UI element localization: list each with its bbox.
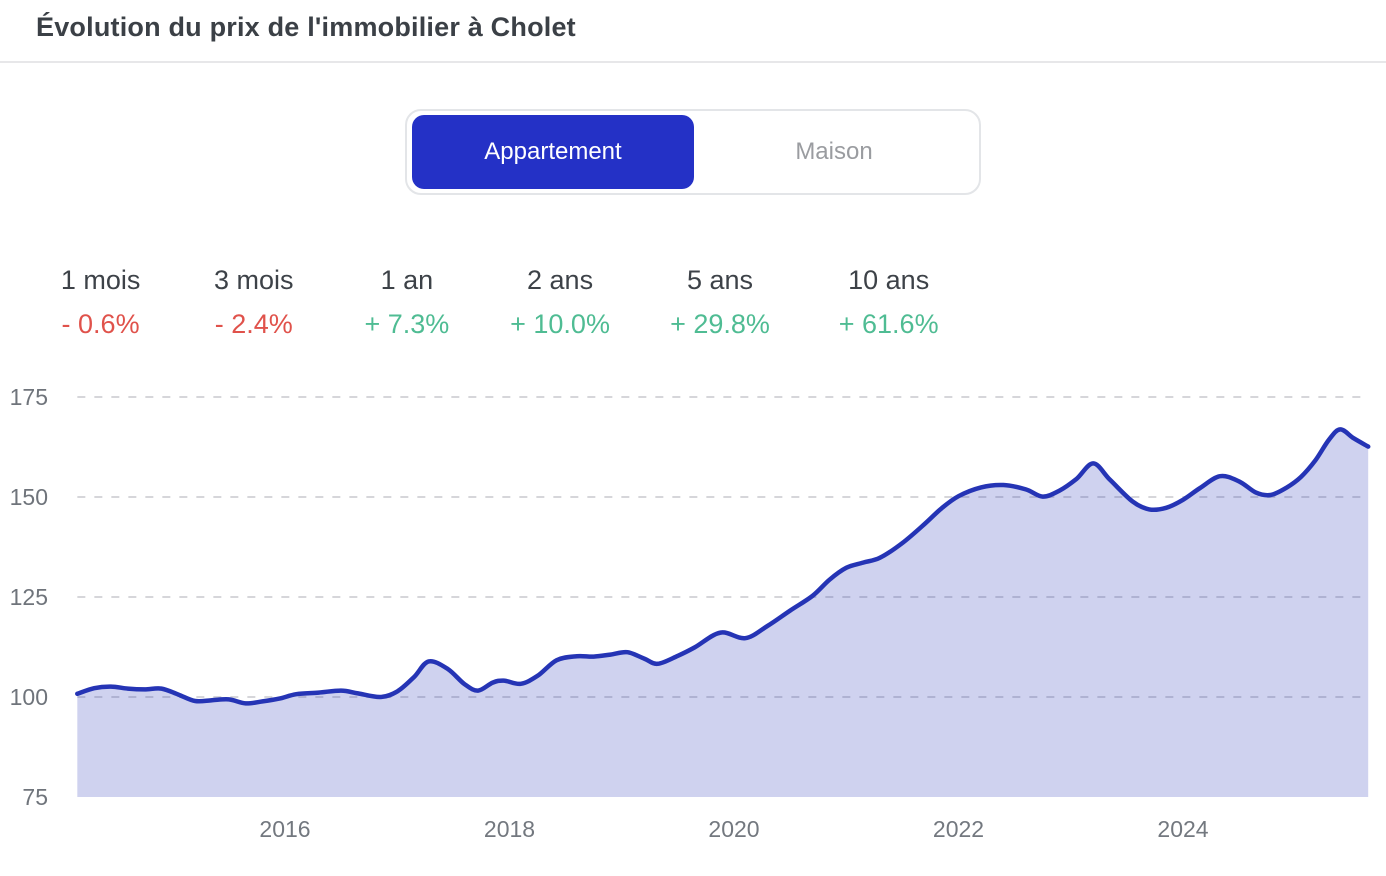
price-line bbox=[75, 427, 1371, 706]
stat-value: + 61.6% bbox=[838, 309, 939, 339]
price-chart: 75 100 125 150 175 2016 2018 2020 2022 2024 bbox=[0, 374, 1386, 854]
stat-value: - 0.6% bbox=[61, 309, 140, 339]
y-axis-tick-label: 100 bbox=[10, 684, 48, 710]
x-axis-tick-label: 2018 bbox=[484, 816, 535, 842]
main-content: Appartement Maison 1 mois - 0.6% 3 mois … bbox=[0, 109, 1386, 854]
x-axis-tick-label: 2022 bbox=[933, 816, 984, 842]
page-header: Évolution du prix de l'immobilier à Chol… bbox=[0, 0, 1386, 63]
stat-2-ans: 2 ans + 10.0% bbox=[483, 265, 636, 340]
stat-3-mois: 3 mois - 2.4% bbox=[177, 265, 330, 340]
stat-value: + 10.0% bbox=[510, 309, 610, 339]
x-axis-tick-label: 2020 bbox=[708, 816, 759, 842]
toggle-wrap: Appartement Maison bbox=[0, 109, 1386, 195]
page-title: Évolution du prix de l'immobilier à Chol… bbox=[36, 12, 576, 42]
y-axis-tick-label: 125 bbox=[10, 584, 48, 610]
stats-row: 1 mois - 0.6% 3 mois - 2.4% 1 an + 7.3% … bbox=[24, 265, 974, 340]
y-axis-tick-label: 150 bbox=[10, 484, 48, 510]
stat-label: 10 ans bbox=[848, 265, 930, 295]
stat-label: 5 ans bbox=[686, 265, 754, 295]
property-type-toggle: Appartement Maison bbox=[405, 109, 981, 195]
x-axis-tick-label: 2024 bbox=[1157, 816, 1208, 842]
area-fill bbox=[77, 429, 1369, 797]
stat-1-an: 1 an + 7.3% bbox=[330, 265, 483, 340]
stat-10-ans: 10 ans + 61.6% bbox=[803, 265, 974, 340]
stat-label: 3 mois bbox=[213, 265, 294, 295]
stat-1-mois: 1 mois - 0.6% bbox=[24, 265, 177, 340]
toggle-appartement-button[interactable]: Appartement bbox=[412, 115, 694, 189]
x-axis-tick-label: 2016 bbox=[259, 816, 310, 842]
stat-value: - 2.4% bbox=[214, 309, 293, 339]
stat-label: 1 mois bbox=[60, 265, 141, 295]
stat-value: + 29.8% bbox=[670, 309, 770, 339]
price-chart-svg: 75 100 125 150 175 2016 2018 2020 2022 2024 bbox=[10, 384, 1371, 842]
stat-label: 2 ans bbox=[527, 265, 594, 295]
y-axis-tick-label: 175 bbox=[10, 384, 48, 410]
y-axis-tick-label: 75 bbox=[22, 784, 48, 810]
stat-5-ans: 5 ans + 29.8% bbox=[637, 265, 804, 340]
toggle-maison-button[interactable]: Maison bbox=[694, 115, 974, 189]
stat-label: 1 an bbox=[380, 265, 434, 295]
stat-value: + 7.3% bbox=[364, 309, 450, 339]
